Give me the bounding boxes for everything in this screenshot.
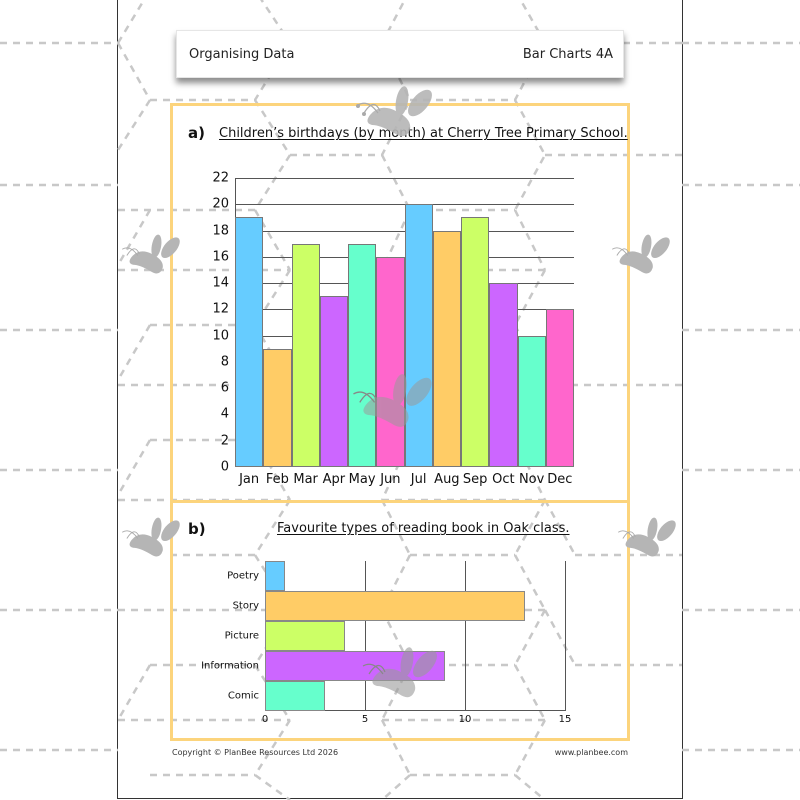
- bar-nov: [517, 335, 546, 467]
- copyright-text: Copyright © PlanBee Resources Ltd 2026: [172, 748, 339, 757]
- y-tick-label: 16: [212, 249, 229, 265]
- bar-oct: [489, 283, 518, 467]
- bar-picture: [265, 621, 345, 651]
- reading-book-bar-chart: 0 5 10 15 Poetry Story Picture Information Comic: [201, 561, 571, 725]
- bar-information: [265, 651, 445, 681]
- bar-may: [348, 243, 377, 467]
- bar-jun: [376, 256, 405, 467]
- x-tick-label: 0: [261, 714, 269, 725]
- worksheet-header: Organising Data Bar Charts 4A: [176, 30, 624, 78]
- bar-jan: [235, 217, 264, 467]
- x-tick-label: Oct: [492, 472, 515, 487]
- y-tick-label: 10: [212, 328, 229, 344]
- x-tick-label: 5: [361, 714, 369, 725]
- bar-sep: [461, 217, 490, 467]
- bar-mar: [291, 243, 320, 467]
- worksheet-code: Bar Charts 4A: [522, 46, 613, 62]
- x-tick-label: Jan: [239, 472, 260, 487]
- gridline: [235, 178, 574, 179]
- bar-poetry: [265, 561, 285, 591]
- x-tick-label: 10: [458, 714, 472, 725]
- y-tick-label: 2: [220, 433, 229, 449]
- x-tick-label: Sep: [462, 472, 488, 487]
- x-tick-label: Apr: [322, 472, 346, 487]
- x-axis: [265, 710, 565, 711]
- bar-dec: [545, 309, 574, 467]
- y-tick-label: 6: [220, 380, 229, 396]
- x-tick-label: Jul: [410, 472, 427, 487]
- website-link[interactable]: www.planbee.com: [554, 748, 628, 757]
- y-tick-label: 14: [212, 275, 229, 291]
- gridline: [465, 561, 466, 711]
- category-label: Comic: [227, 690, 259, 702]
- y-tick-label: 12: [212, 301, 229, 317]
- question-b-label: b): [188, 520, 206, 538]
- gridline: [565, 561, 566, 711]
- x-tick-label: Aug: [434, 472, 460, 487]
- x-tick-label: May: [348, 472, 376, 487]
- x-tick-label: 15: [558, 714, 572, 725]
- category-label: Information: [201, 660, 259, 672]
- bar-jul: [404, 204, 433, 467]
- y-tick-label: 20: [212, 196, 229, 212]
- gridline: [365, 561, 366, 711]
- bar-aug: [432, 230, 461, 467]
- y-tick-label: 22: [212, 170, 229, 186]
- chart-b-title: Favourite types of reading book in Oak c…: [277, 521, 570, 536]
- category-label: Poetry: [227, 570, 259, 582]
- y-tick-label: 4: [220, 406, 229, 422]
- y-tick-label: 8: [220, 354, 229, 370]
- question-a-label: a): [188, 124, 205, 142]
- section-divider: [170, 500, 630, 503]
- topic-title: Organising Data: [189, 46, 295, 62]
- bar-story: [265, 591, 525, 621]
- x-tick-label: Dec: [547, 472, 573, 487]
- category-label: Picture: [224, 630, 259, 642]
- y-tick-label: 0: [220, 459, 229, 475]
- bar-feb: [263, 348, 292, 467]
- chart-a-title: Children’s birthdays (by month) at Cherr…: [219, 126, 628, 141]
- y-tick-label: 18: [212, 223, 229, 239]
- bar-comic: [265, 681, 325, 711]
- birthday-bar-chart: 0 2 4 6 8 10 12 14 16 18 20 22 Jan Feb Mar Apr May Jun Jul…: [212, 171, 574, 487]
- x-tick-label: Feb: [265, 472, 289, 487]
- category-label: Story: [232, 600, 259, 612]
- x-tick-label: Mar: [293, 472, 318, 487]
- x-tick-label: Nov: [518, 472, 545, 487]
- bar-apr: [319, 296, 348, 467]
- x-tick-label: Jun: [380, 472, 401, 487]
